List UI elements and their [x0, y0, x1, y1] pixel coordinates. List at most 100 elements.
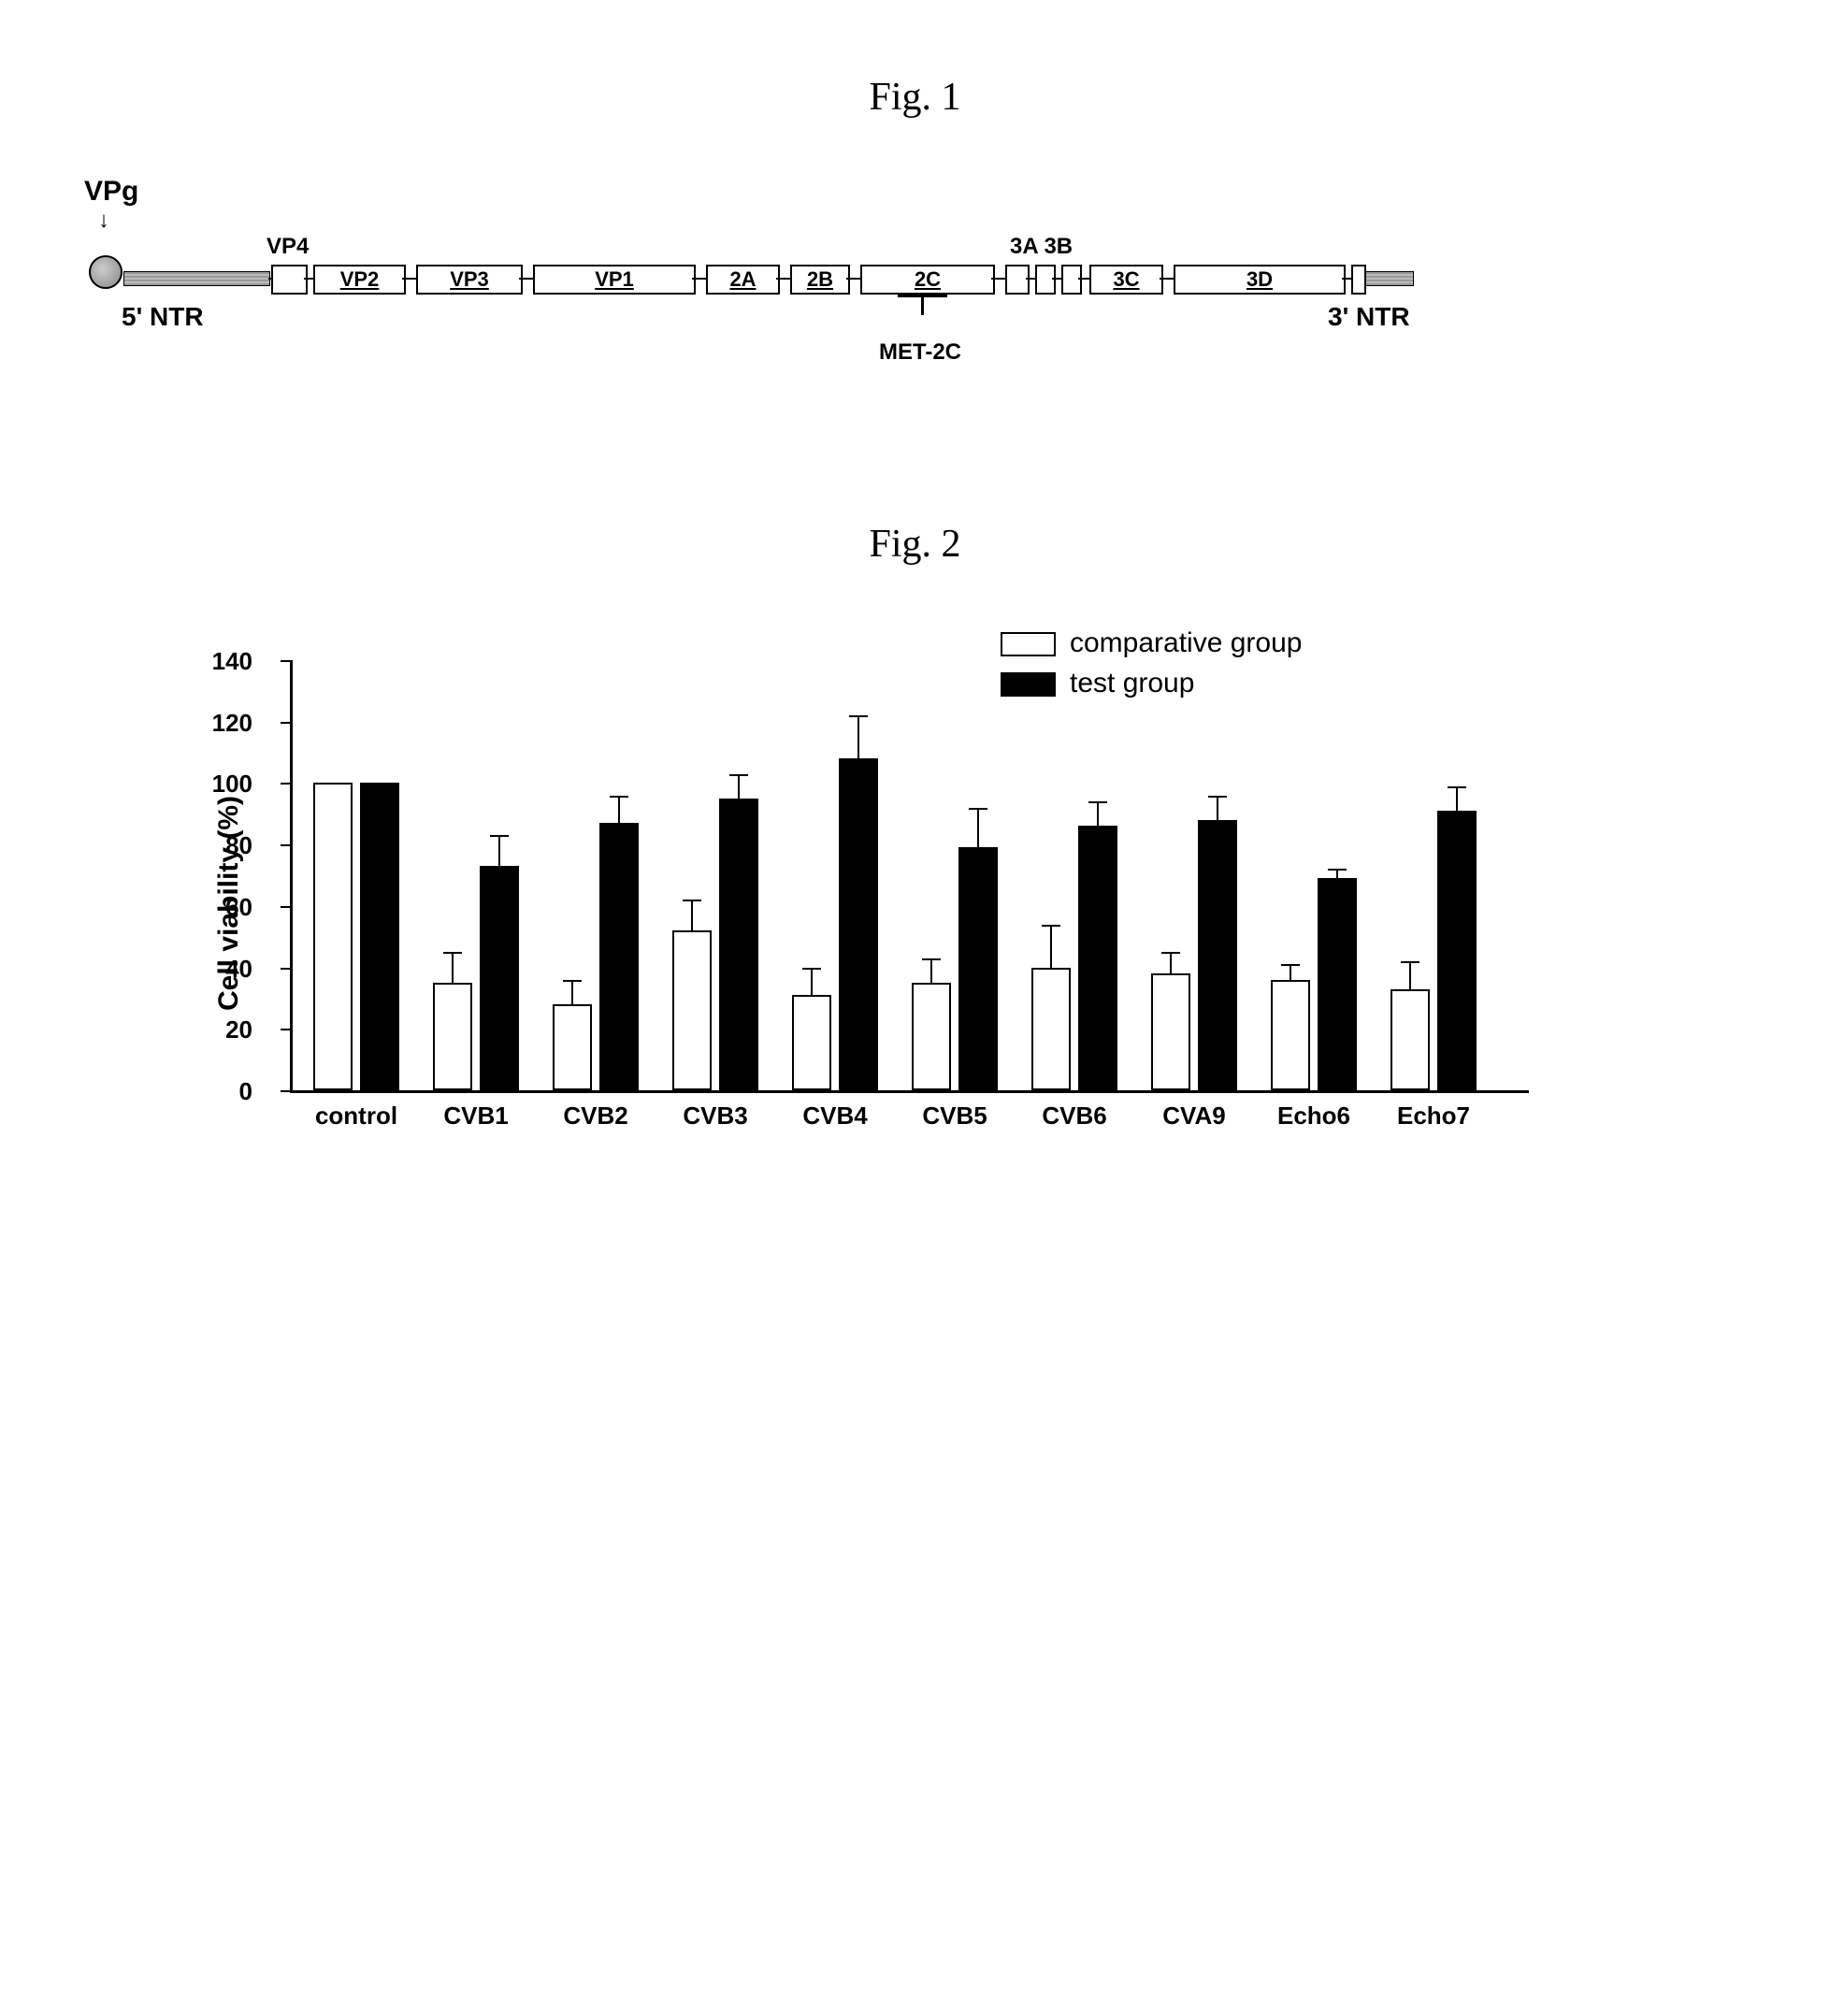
- gene-box-vp3: VP3: [416, 265, 523, 295]
- error-bar-cap: [1401, 961, 1419, 963]
- bar-test: [719, 799, 758, 1090]
- error-bar: [1290, 964, 1291, 979]
- error-bar: [1170, 952, 1172, 973]
- bar-comparative: [672, 930, 712, 1090]
- gene-connector: [268, 278, 271, 280]
- legend-swatch-comparative: [1001, 632, 1056, 656]
- utr3-bar: [1365, 271, 1414, 286]
- y-tick: [281, 1090, 290, 1092]
- error-bar-cap: [1088, 801, 1107, 803]
- bar-test: [1318, 878, 1357, 1090]
- y-tick: [281, 722, 290, 724]
- error-bar-cap: [443, 952, 462, 954]
- x-tick-label: CVB6: [1042, 1102, 1106, 1130]
- x-tick-label: Echo7: [1397, 1102, 1470, 1130]
- error-bar-cap: [1328, 869, 1347, 871]
- x-tick-label: CVB2: [563, 1102, 627, 1130]
- fig1-title: Fig. 1: [37, 75, 1793, 120]
- error-bar: [857, 715, 859, 758]
- bar-comparative: [1271, 980, 1310, 1090]
- error-bar-cap: [729, 774, 748, 776]
- error-bar: [930, 958, 932, 983]
- met-marker-horizontal: [898, 295, 947, 297]
- bar-comparative: [792, 995, 831, 1090]
- y-tick: [281, 968, 290, 970]
- x-tick-label: CVB4: [802, 1102, 867, 1130]
- error-bar: [738, 774, 740, 799]
- error-bar: [691, 900, 693, 930]
- gene-box-vp1: VP1: [533, 265, 696, 295]
- y-tick-label: 100: [196, 770, 252, 799]
- error-bar-cap: [490, 835, 509, 837]
- bar-test: [599, 823, 639, 1090]
- legend-test: test group: [1001, 668, 1194, 699]
- x-tick-label: control: [315, 1102, 397, 1130]
- legend-comparative-label: comparative group: [1070, 627, 1302, 658]
- error-bar-cap: [610, 796, 628, 798]
- error-bar-cap: [563, 980, 582, 982]
- y-tick-label: 80: [196, 831, 252, 860]
- error-bar: [1097, 801, 1099, 826]
- y-tick: [281, 1029, 290, 1030]
- y-tick-label: 40: [196, 955, 252, 984]
- error-bar: [1409, 961, 1411, 989]
- x-tick-label: CVB3: [683, 1102, 747, 1130]
- bar-comparative: [912, 983, 951, 1090]
- error-bar-cap: [922, 958, 941, 960]
- x-tick-label: CVA9: [1162, 1102, 1225, 1130]
- bar-test: [1198, 820, 1237, 1090]
- bar-test: [360, 783, 399, 1090]
- gene-small-box: [1035, 265, 1056, 295]
- error-bar: [571, 980, 573, 1004]
- gene-connector: [991, 278, 1005, 280]
- y-tick-label: 140: [196, 647, 252, 676]
- gene-box-2c: 2C: [860, 265, 995, 295]
- fig2-title: Fig. 2: [37, 522, 1793, 567]
- bar-comparative: [1151, 973, 1190, 1090]
- error-bar: [1050, 925, 1052, 968]
- vpg-label: VPg: [84, 176, 138, 208]
- bar-test: [1437, 811, 1477, 1090]
- bar-test: [480, 866, 519, 1090]
- bar-comparative: [433, 983, 472, 1090]
- ntr5-label: 5' NTR: [122, 302, 204, 332]
- x-axis-line: [290, 1090, 1529, 1093]
- gene-small-box: [271, 265, 308, 295]
- error-bar-cap: [802, 968, 821, 970]
- gene-connector: [1160, 278, 1174, 280]
- y-tick: [281, 660, 290, 662]
- vpg-circle-icon: [89, 255, 122, 289]
- legend-comparative: comparative group: [1001, 627, 1302, 659]
- gene-box-2b: 2B: [790, 265, 850, 295]
- bar-comparative: [553, 1004, 592, 1090]
- y-tick-label: 20: [196, 1015, 252, 1044]
- error-bar-cap: [1448, 786, 1466, 788]
- y-tick-label: 60: [196, 893, 252, 922]
- met-label: MET-2C: [879, 339, 961, 366]
- error-bar: [1217, 796, 1218, 820]
- error-bar-cap: [1042, 925, 1060, 927]
- bar-test: [1078, 826, 1117, 1090]
- error-bar: [452, 952, 454, 983]
- error-bar-cap: [849, 715, 868, 717]
- bar-comparative: [313, 783, 353, 1090]
- error-bar: [1456, 786, 1458, 811]
- gene-box-vp2: VP2: [313, 265, 406, 295]
- vpg-arrow-icon: ↓: [98, 209, 109, 234]
- legend-test-label: test group: [1070, 668, 1194, 698]
- utr5-bar: [123, 271, 270, 286]
- vp4-label: VP4: [267, 234, 309, 260]
- bar-chart: Cell viability (%) comparative group tes…: [168, 623, 1571, 1184]
- met-marker-vertical: [921, 295, 924, 315]
- bar-test: [958, 847, 998, 1090]
- gene-connector: [304, 278, 313, 280]
- label-3a3b: 3A 3B: [1010, 234, 1073, 260]
- y-axis-line: [290, 660, 293, 1090]
- legend-swatch-test: [1001, 672, 1056, 697]
- x-tick-label: CVB1: [443, 1102, 508, 1130]
- bar-test: [839, 758, 878, 1090]
- gene-small-box: [1005, 265, 1030, 295]
- error-bar-cap: [1281, 964, 1300, 966]
- error-bar: [977, 808, 979, 848]
- bar-comparative: [1391, 989, 1430, 1090]
